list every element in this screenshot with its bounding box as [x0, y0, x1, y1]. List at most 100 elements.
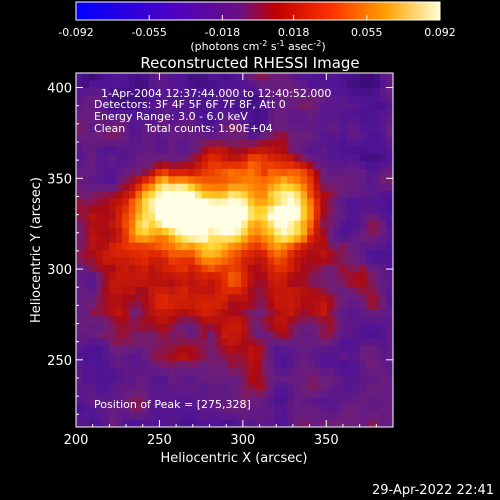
heatmap-cell: [221, 390, 229, 399]
heatmap-cell: [340, 368, 348, 376]
heatmap-cell: [340, 102, 348, 111]
heatmap-cell: [313, 176, 321, 185]
heatmap-cell: [373, 390, 381, 399]
heatmap-cell: [267, 242, 275, 251]
heatmap-cell: [135, 257, 143, 266]
heatmap-cell: [135, 242, 143, 251]
heatmap-cell: [379, 353, 387, 362]
heatmap-cell: [168, 109, 176, 118]
heatmap-cell: [326, 316, 335, 325]
heatmap-cell: [89, 412, 97, 421]
heatmap-cell: [300, 257, 308, 266]
heatmap-cell: [293, 286, 302, 295]
heatmap-cell: [181, 146, 189, 155]
heatmap-cell: [221, 294, 229, 303]
heatmap-cell: [82, 198, 90, 207]
heatmap-cell: [333, 397, 341, 406]
heatmap-cell: [241, 198, 249, 207]
heatmap-cell: [267, 183, 275, 192]
heatmap-cell: [128, 301, 137, 310]
heatmap-cell: [373, 309, 381, 317]
heatmap-cell: [122, 198, 130, 207]
heatmap-cell: [274, 168, 282, 177]
heatmap-cell: [293, 338, 302, 347]
heatmap-cell: [168, 139, 176, 148]
heatmap-cell: [161, 235, 170, 244]
heatmap-cell: [227, 198, 236, 207]
heatmap-cell: [241, 353, 249, 362]
heatmap-cell: [214, 316, 222, 325]
heatmap-cell: [188, 368, 196, 376]
heatmap-cell: [175, 132, 183, 140]
heatmap-cell: [260, 161, 269, 170]
heatmap-cell: [95, 397, 104, 406]
heatmap-cell: [287, 220, 295, 229]
heatmap-cell: [267, 124, 275, 133]
heatmap-cell: [115, 176, 123, 185]
heatmap-cell: [287, 73, 295, 81]
heatmap-cell: [287, 109, 295, 118]
heatmap-cell: [76, 294, 84, 303]
heatmap-cell: [95, 205, 104, 214]
heatmap-cell: [241, 220, 249, 229]
heatmap-cell: [287, 198, 295, 207]
heatmap-cell: [287, 412, 295, 421]
heatmap-cell: [353, 95, 361, 104]
heatmap-cell: [320, 161, 328, 170]
heatmap-cell: [353, 360, 361, 369]
heatmap-cell: [326, 73, 335, 81]
heatmap-cell: [175, 309, 183, 317]
heatmap-cell: [274, 183, 282, 192]
heatmap-cell: [102, 323, 110, 332]
heatmap-cell: [366, 397, 374, 406]
heatmap-cell: [89, 117, 97, 126]
heatmap-cell: [241, 227, 249, 236]
heatmap-cell: [221, 331, 229, 340]
heatmap-cell: [95, 412, 104, 421]
heatmap-cell: [333, 117, 341, 126]
heatmap-cell: [326, 279, 335, 288]
heatmap-cell: [313, 345, 321, 354]
heatmap-cell: [135, 73, 143, 81]
heatmap-cell: [379, 161, 387, 170]
heatmap-cell: [89, 309, 97, 317]
heatmap-cell: [346, 146, 354, 155]
heatmap-cell: [181, 368, 189, 376]
heatmap-cell: [76, 419, 84, 427]
heatmap-cell: [300, 272, 308, 281]
heatmap-cell: [221, 154, 229, 163]
heatmap-cell: [307, 272, 315, 281]
heatmap-cell: [274, 87, 282, 96]
heatmap-cell: [293, 331, 302, 340]
heatmap-cell: [227, 146, 236, 155]
heatmap-cell: [326, 345, 335, 354]
heatmap-cell: [227, 368, 236, 376]
heatmap-cell: [102, 220, 110, 229]
heatmap-cell: [386, 360, 393, 369]
heatmap-cell: [95, 154, 104, 163]
heatmap-cell: [175, 176, 183, 185]
colorbar-units: (photons cm-2 s-1 asec-2): [190, 39, 325, 53]
heatmap-cell: [155, 132, 163, 140]
heatmap-cell: [175, 382, 183, 391]
heatmap-cell: [208, 323, 216, 332]
heatmap-cell: [287, 124, 295, 133]
heatmap-cell: [320, 124, 328, 133]
heatmap-cell: [267, 87, 275, 96]
heatmap-cell: [234, 168, 242, 177]
heatmap-cell: [135, 132, 143, 140]
heatmap-cell: [386, 397, 393, 406]
heatmap-cell: [188, 286, 196, 295]
heatmap-cell: [366, 154, 374, 163]
heatmap-cell: [241, 213, 249, 222]
heatmap-cell: [320, 279, 328, 288]
heatmap-cell: [313, 375, 321, 384]
heatmap-cell: [214, 257, 222, 266]
heatmap-cell: [122, 345, 130, 354]
heatmap-cell: [293, 235, 302, 244]
heatmap-cell: [366, 368, 374, 376]
heatmap-cell: [82, 176, 90, 185]
heatmap-cell: [254, 294, 262, 303]
heatmap-cell: [221, 272, 229, 281]
heatmap-cell: [201, 102, 209, 111]
